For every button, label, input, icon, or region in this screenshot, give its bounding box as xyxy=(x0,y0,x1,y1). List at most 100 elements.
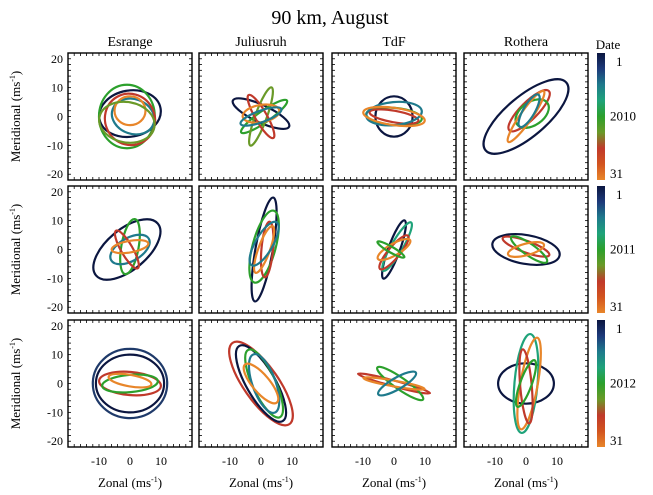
panel-rothera-2011 xyxy=(463,185,589,314)
column-label-esrange: Esrange xyxy=(107,35,152,50)
x-tick-label: 0 xyxy=(258,454,264,468)
x-tick-label: -10 xyxy=(355,454,371,468)
hodograph-ellipse xyxy=(491,233,561,266)
y-axis-labels: Meridional (ms-1) Meridional (ms-1) Meridi… xyxy=(8,71,23,430)
hodograph-ellipse xyxy=(362,376,426,391)
panel-juliusruh-2011 xyxy=(198,185,324,314)
hodograph-ellipse xyxy=(247,86,275,147)
panel-esrange-2012: -20 -10 0 10 20 -10 0 10 xyxy=(47,319,193,468)
colorbar-2011: 1 2011 31 xyxy=(597,186,636,314)
x-tick-label: -10 xyxy=(222,454,238,468)
y-axis-label: Meridional (ms-1) xyxy=(8,71,23,163)
panel-esrange-2010: -20 -10 0 10 20 xyxy=(47,52,193,181)
hodograph-ellipse xyxy=(376,237,412,262)
hodograph-ellipse xyxy=(98,370,162,397)
column-label-juliusruh: Juliusruh xyxy=(235,35,286,50)
colorbar-year-label: 2011 xyxy=(610,242,636,257)
hodograph-ellipse xyxy=(246,93,276,140)
panel-juliusruh-2010 xyxy=(198,52,324,181)
hodograph-ellipse xyxy=(506,241,546,258)
hodograph-ellipse xyxy=(259,220,275,279)
panel-frame xyxy=(67,52,193,181)
colorbar-gradient xyxy=(597,320,605,447)
colorbar-year-label: 2010 xyxy=(610,109,636,124)
hodograph-ellipse xyxy=(92,218,162,281)
hodograph-ellipse xyxy=(507,88,551,133)
hodograph-ellipse xyxy=(234,344,288,423)
panel-frame xyxy=(463,319,589,448)
x-axis-label: Zonal (ms-1) xyxy=(229,475,293,490)
panel-frame xyxy=(463,52,589,181)
panel-frame xyxy=(331,185,457,314)
hodograph-ellipse xyxy=(228,340,294,427)
x-tick-label: 10 xyxy=(551,454,563,468)
hodograph-ellipse xyxy=(109,233,151,266)
x-axis-label: Zonal (ms-1) xyxy=(98,475,162,490)
y-axis-label: Meridional (ms-1) xyxy=(8,204,23,296)
hodograph-ellipse xyxy=(242,362,280,405)
hodograph-ellipse xyxy=(514,359,538,408)
panel-frame xyxy=(198,52,324,181)
chart-title: 90 km, August xyxy=(271,7,389,29)
x-tick-label: -10 xyxy=(487,454,503,468)
y-tick-label: 10 xyxy=(51,348,63,362)
colorbar-bottom-label: 31 xyxy=(610,166,623,181)
hodograph-ellipse xyxy=(362,105,426,128)
panel-frame xyxy=(331,52,457,181)
column-label-rothera: Rothera xyxy=(504,35,549,50)
y-axis-label: Meridional (ms-1) xyxy=(8,338,23,430)
hodograph-ellipse xyxy=(497,362,556,405)
y-tick-label: 10 xyxy=(51,81,63,95)
x-tick-label: 0 xyxy=(391,454,397,468)
hodograph-ellipse xyxy=(516,336,542,431)
hodograph-ellipse xyxy=(103,92,157,147)
hodograph-ellipse xyxy=(113,95,147,127)
panel-juliusruh-2012: -10 0 10 xyxy=(198,319,324,468)
hodograph-ellipse xyxy=(94,353,166,414)
panel-frame xyxy=(198,319,324,448)
panel-rothera-2010 xyxy=(463,52,589,181)
y-tick-label: 0 xyxy=(57,377,63,391)
hodograph-ellipse xyxy=(107,372,153,389)
hodograph-ellipse xyxy=(248,220,280,267)
colorbar-title: Date xyxy=(596,37,621,52)
x-axis-labels: Zonal (ms-1) Zonal (ms-1) Zonal (ms-1) Zona… xyxy=(98,475,558,490)
y-tick-label: -10 xyxy=(47,271,63,285)
colorbar-top-label: 1 xyxy=(616,187,623,202)
hodograph-ellipse xyxy=(376,370,418,397)
panel-frame xyxy=(67,319,193,448)
hodograph-ellipse xyxy=(482,78,570,155)
colorbar-year-label: 2012 xyxy=(610,376,636,391)
x-tick-label: 10 xyxy=(419,454,431,468)
colorbar-top-label: 1 xyxy=(616,54,623,69)
hodograph-ellipse xyxy=(506,89,546,144)
colorbar-bottom-label: 31 xyxy=(610,299,623,314)
hodograph-ellipse xyxy=(376,365,425,402)
colorbar-2010: 1 2010 31 xyxy=(597,53,636,181)
hodograph-ellipse xyxy=(98,100,156,144)
x-tick-label: -10 xyxy=(91,454,107,468)
x-tick-label: 0 xyxy=(523,454,529,468)
hodograph-ellipse xyxy=(509,235,549,264)
column-labels: Esrange Juliusruh TdF Rothera xyxy=(107,35,548,50)
colorbar-top-label: 1 xyxy=(616,321,623,336)
y-tick-label: -20 xyxy=(47,300,63,314)
panel-tdf-2011 xyxy=(331,185,457,314)
y-tick-label: -10 xyxy=(47,405,63,419)
hodograph-ellipse xyxy=(110,238,150,255)
hodograph-ellipse xyxy=(248,209,280,284)
y-tick-label: -20 xyxy=(47,434,63,448)
x-tick-label: 10 xyxy=(286,454,298,468)
colorbar-bottom-label: 31 xyxy=(610,433,623,448)
x-axis-label: Zonal (ms-1) xyxy=(494,475,558,490)
y-tick-label: -10 xyxy=(47,138,63,152)
panel-rothera-2012: -10 0 10 xyxy=(463,319,589,468)
y-tick-label: 20 xyxy=(51,319,63,333)
colorbars: Date 1 2010 31 1 2011 31 1 2012 31 xyxy=(596,37,636,448)
column-label-tdf: TdF xyxy=(382,35,406,50)
colorbar-gradient xyxy=(597,186,605,313)
hodograph-ellipse xyxy=(239,106,283,127)
panel-frame xyxy=(331,319,457,448)
